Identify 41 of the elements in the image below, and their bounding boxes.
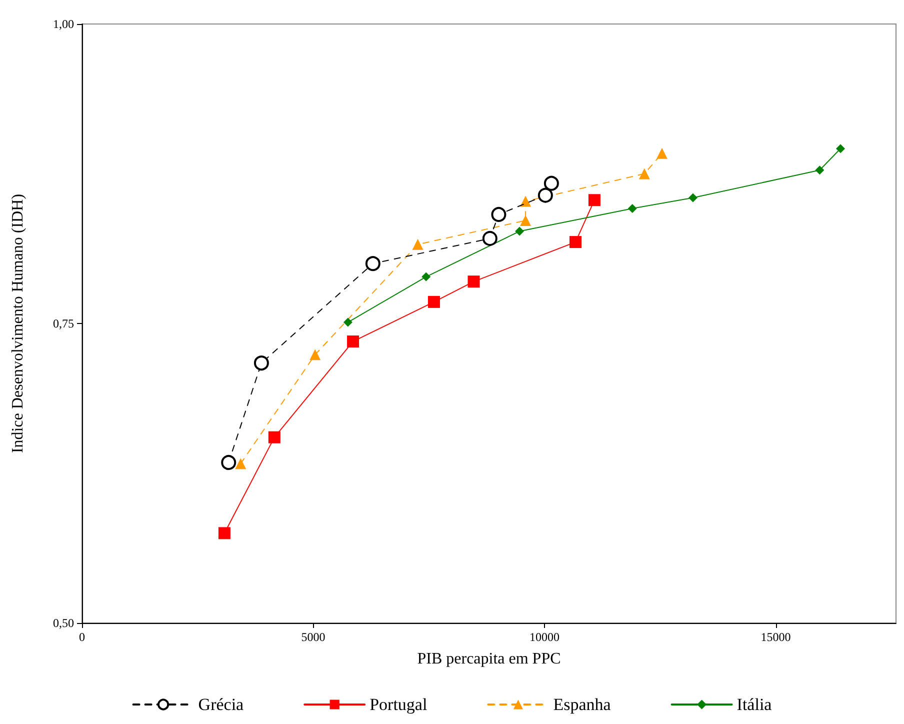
point	[520, 196, 532, 207]
point	[365, 256, 380, 272]
point	[836, 144, 845, 154]
point	[815, 166, 824, 175]
point	[412, 238, 424, 250]
point	[628, 204, 637, 213]
x-tick-label: 15000	[760, 630, 791, 644]
point	[656, 148, 668, 159]
point	[515, 226, 524, 236]
point	[638, 168, 650, 180]
point	[235, 458, 246, 470]
point	[588, 194, 600, 206]
point	[538, 188, 553, 203]
legend-label: Espanha	[553, 695, 612, 714]
y-tick-label: 1,00	[53, 17, 74, 31]
point	[347, 335, 360, 348]
point	[218, 527, 230, 540]
legend-label: Grécia	[198, 695, 244, 714]
legend-label: Itália	[736, 695, 772, 714]
point	[310, 349, 321, 360]
point	[343, 318, 352, 327]
point	[491, 206, 506, 222]
y-axis-title: Indice Desenvolvimento Humano (IDH)	[10, 194, 26, 454]
point	[428, 296, 440, 308]
legend-label: Portugal	[370, 695, 428, 714]
y-tick-label: 0,75	[53, 316, 74, 330]
y-tick-label: 0,50	[53, 616, 74, 630]
point	[268, 431, 280, 444]
point	[468, 276, 480, 288]
point	[520, 214, 532, 226]
point	[569, 236, 582, 248]
x-tick-label: 0	[79, 630, 85, 644]
point	[544, 176, 559, 191]
point	[688, 193, 698, 202]
point	[482, 230, 498, 246]
point	[422, 272, 431, 282]
x-tick-label: 10000	[530, 630, 560, 644]
x-tick-label: 5000	[301, 630, 326, 644]
point	[221, 454, 236, 470]
x-axis-title: PIB percapita em PPC	[417, 650, 561, 668]
point	[254, 356, 269, 371]
